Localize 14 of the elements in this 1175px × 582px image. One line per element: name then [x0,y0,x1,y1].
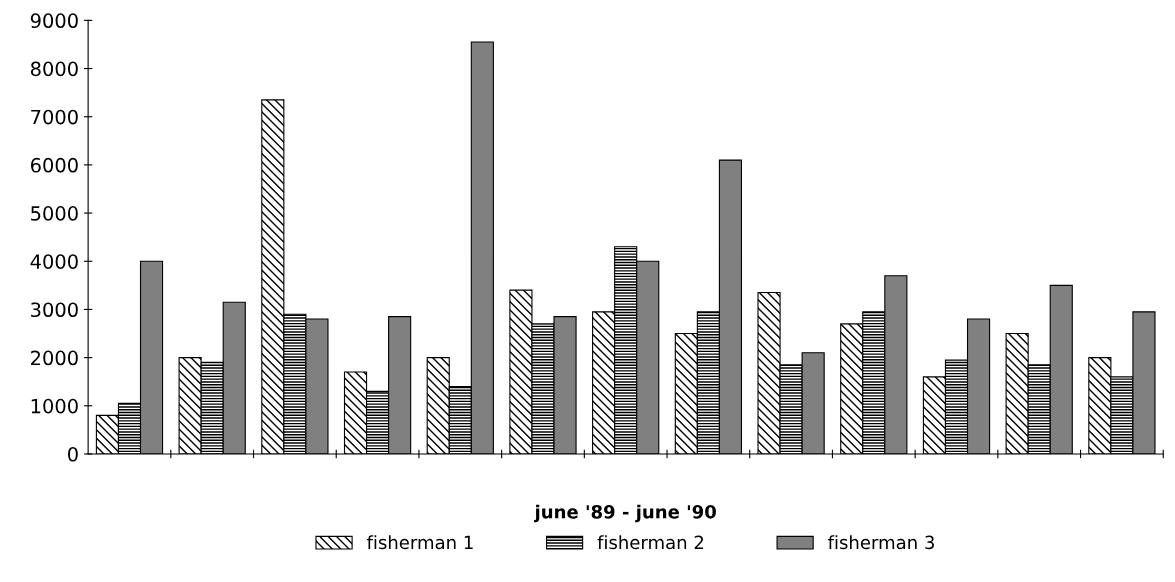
y-tick-label: 5000 [31,206,78,221]
y-tick-label: 4000 [30,254,78,269]
y-tick-label: 1000 [31,398,78,414]
legend-label: fisherman 1 [366,535,473,550]
y-tick-label: 2000 [31,350,78,366]
y-tick-label: 9000 [30,13,78,29]
y-tick-label: 8000 [30,61,78,77]
x-axis-title: june '89 - june '90 [533,504,716,523]
legend-label: fisherman 3 [828,535,934,550]
y-tick-label: 3000 [31,302,78,318]
y-tick-label: 6000 [30,157,78,173]
y-tick-label: 0 [68,446,78,462]
y-tick-label: 7000 [31,109,78,125]
legend-label: fisherman 2 [597,535,704,550]
